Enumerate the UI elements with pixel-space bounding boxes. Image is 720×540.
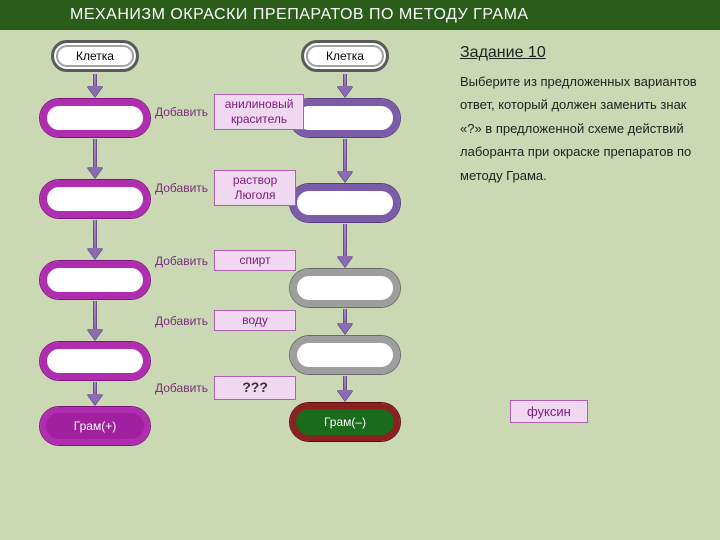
task-text: Выберите из предложенных вариантов ответ… [460,70,710,187]
cell-start: Клетка [301,40,389,72]
result-gram-positive: Грам(+) [40,407,150,445]
stage-cell [290,99,400,137]
arrow-down-icon [87,382,103,405]
arrow-down-icon [87,220,103,259]
page-title: МЕХАНИЗМ ОКРАСКИ ПРЕПАРАТОВ ПО МЕТОДУ ГР… [70,6,529,24]
arrow-down-icon [337,74,353,97]
stage-cell [290,336,400,374]
stage-cell [40,99,150,137]
reagent-row: Добавить воду [155,310,296,331]
arrow-down-icon [87,301,103,340]
answer-option[interactable]: фуксин [510,400,588,423]
reagent-row: Добавить спирт [155,250,296,271]
page-title-bar: МЕХАНИЗМ ОКРАСКИ ПРЕПАРАТОВ ПО МЕТОДУ ГР… [0,0,720,30]
add-label: Добавить [155,381,208,395]
reagent-box: воду [214,310,296,331]
stage-cell [40,261,150,299]
reagent-box: анилиновый краситель [214,94,304,130]
column-gram-positive: Клетка Грам(+) [35,40,155,445]
reagent-question: ??? [214,376,296,400]
reagent-row: Добавить??? [155,376,296,400]
cell-start: Клетка [51,40,139,72]
stage-cell [290,184,400,222]
arrow-down-icon [337,224,353,267]
arrow-down-icon [87,139,103,178]
stage-cell [40,180,150,218]
arrow-down-icon [87,74,103,97]
answer-label: фуксин [527,404,571,419]
add-label: Добавить [155,105,208,119]
task-title: Задание 10 [460,44,710,62]
arrow-down-icon [337,139,353,182]
task-panel: Задание 10 Выберите из предложенных вари… [460,44,710,187]
reagent-row: Добавить анилиновый краситель [155,94,304,130]
reagent-box: раствор Люголя [214,170,296,206]
add-label: Добавить [155,181,208,195]
result-gram-negative: Грам(–) [290,403,400,441]
stage-cell [40,342,150,380]
arrow-down-icon [337,376,353,401]
stage-cell [290,269,400,307]
add-label: Добавить [155,254,208,268]
reagent-row: Добавить раствор Люголя [155,170,296,206]
add-label: Добавить [155,314,208,328]
reagent-box: спирт [214,250,296,271]
arrow-down-icon [337,309,353,334]
